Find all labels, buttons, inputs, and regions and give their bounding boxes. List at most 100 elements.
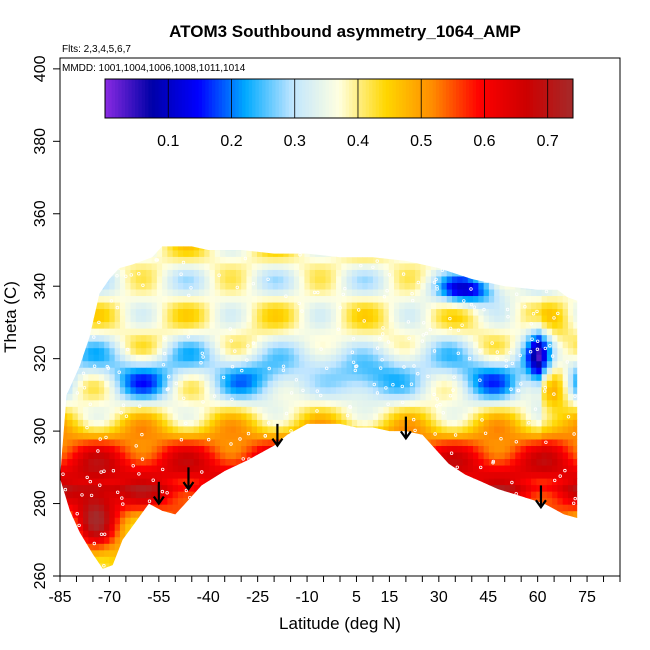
heat-cell <box>415 484 421 492</box>
heat-cell <box>241 328 247 336</box>
heat-cell <box>188 439 195 446</box>
heat-cell <box>415 399 421 407</box>
heat-cell <box>272 386 279 394</box>
heat-cell <box>320 328 326 336</box>
heat-cell <box>336 380 342 388</box>
heat-cell <box>235 523 242 531</box>
heat-cell <box>494 321 500 329</box>
heat-cell <box>246 562 253 569</box>
heat-cell <box>420 517 427 525</box>
heat-cell <box>135 445 142 453</box>
heat-cell <box>262 491 268 499</box>
heat-cell <box>304 341 311 349</box>
heat-cell <box>104 504 110 512</box>
heat-cell <box>177 308 184 316</box>
heat-cell <box>230 426 237 433</box>
heat-cell <box>552 445 558 453</box>
heat-cell <box>204 523 210 531</box>
heat-cell <box>220 556 226 564</box>
heat-cell <box>83 432 89 440</box>
heat-cell <box>183 263 189 270</box>
heat-cell <box>146 517 152 525</box>
heat-cell <box>109 491 116 499</box>
heat-cell <box>446 295 453 303</box>
heat-cell <box>457 523 463 531</box>
heat-cell <box>351 439 358 446</box>
heat-cell <box>151 246 158 251</box>
heat-cell <box>504 478 511 486</box>
heat-cell <box>525 308 532 316</box>
heat-cell <box>436 246 442 251</box>
heat-cell <box>114 536 121 544</box>
heat-cell <box>420 504 427 512</box>
heat-cell <box>367 543 374 551</box>
heat-cell <box>72 412 79 420</box>
heat-cell <box>67 510 73 518</box>
heat-cell <box>531 491 537 499</box>
heat-cell <box>314 269 321 277</box>
heat-cell <box>499 380 506 388</box>
heat-cell <box>515 321 521 329</box>
heat-cell <box>278 237 284 244</box>
heat-cell <box>162 393 168 401</box>
heat-cell <box>409 491 416 499</box>
heat-cell <box>88 367 94 375</box>
heat-cell <box>452 380 458 388</box>
heat-cell <box>494 484 500 492</box>
heat-cell <box>162 347 168 355</box>
heat-cell <box>99 569 105 576</box>
heat-cell <box>325 328 332 336</box>
heat-cell <box>404 562 411 569</box>
heat-cell <box>210 237 216 244</box>
heat-cell <box>415 465 421 473</box>
heat-cell <box>246 328 253 336</box>
heat-cell <box>251 562 258 569</box>
heat-cell <box>93 510 100 518</box>
heat-cell <box>346 393 353 401</box>
heat-cell <box>415 249 421 257</box>
heat-cell <box>488 393 495 401</box>
heat-cell <box>183 412 189 420</box>
heat-cell <box>251 439 258 446</box>
heat-cell <box>172 282 179 290</box>
heat-cell <box>330 315 337 323</box>
heat-cell <box>288 471 295 479</box>
heat-cell <box>541 328 548 336</box>
heat-cell <box>256 491 263 499</box>
heat-cell <box>314 471 321 479</box>
heat-cell <box>177 393 184 401</box>
heat-cell <box>446 478 453 486</box>
heat-cell <box>394 517 400 525</box>
heat-cell <box>478 246 485 251</box>
heat-cell <box>310 237 316 244</box>
heat-cell <box>299 530 305 538</box>
heat-cell <box>336 315 342 323</box>
heat-cell <box>230 367 237 375</box>
heat-cell <box>183 536 189 544</box>
heat-cell <box>409 282 416 290</box>
heat-cell <box>552 497 558 505</box>
heat-cell <box>251 419 258 427</box>
heat-cell <box>404 334 411 342</box>
heat-cell <box>357 556 363 564</box>
heat-cell <box>404 517 411 525</box>
heat-cell <box>241 308 247 316</box>
heat-cell <box>462 478 469 486</box>
heat-cell <box>241 445 247 453</box>
heat-cell <box>225 341 232 349</box>
heat-cell <box>378 302 384 310</box>
heat-cell <box>488 295 495 303</box>
heat-cell <box>536 556 542 564</box>
heat-cell <box>541 367 548 375</box>
heat-cell <box>146 373 152 381</box>
heat-cell <box>130 484 137 492</box>
heat-cell <box>367 562 374 569</box>
heat-cell <box>241 523 247 531</box>
heat-cell <box>67 295 73 303</box>
heat-cell <box>330 412 337 420</box>
heat-cell <box>278 569 284 576</box>
heat-cell <box>536 510 542 518</box>
heat-cell <box>114 341 121 349</box>
heat-cell <box>478 439 485 446</box>
heat-cell <box>225 308 232 316</box>
